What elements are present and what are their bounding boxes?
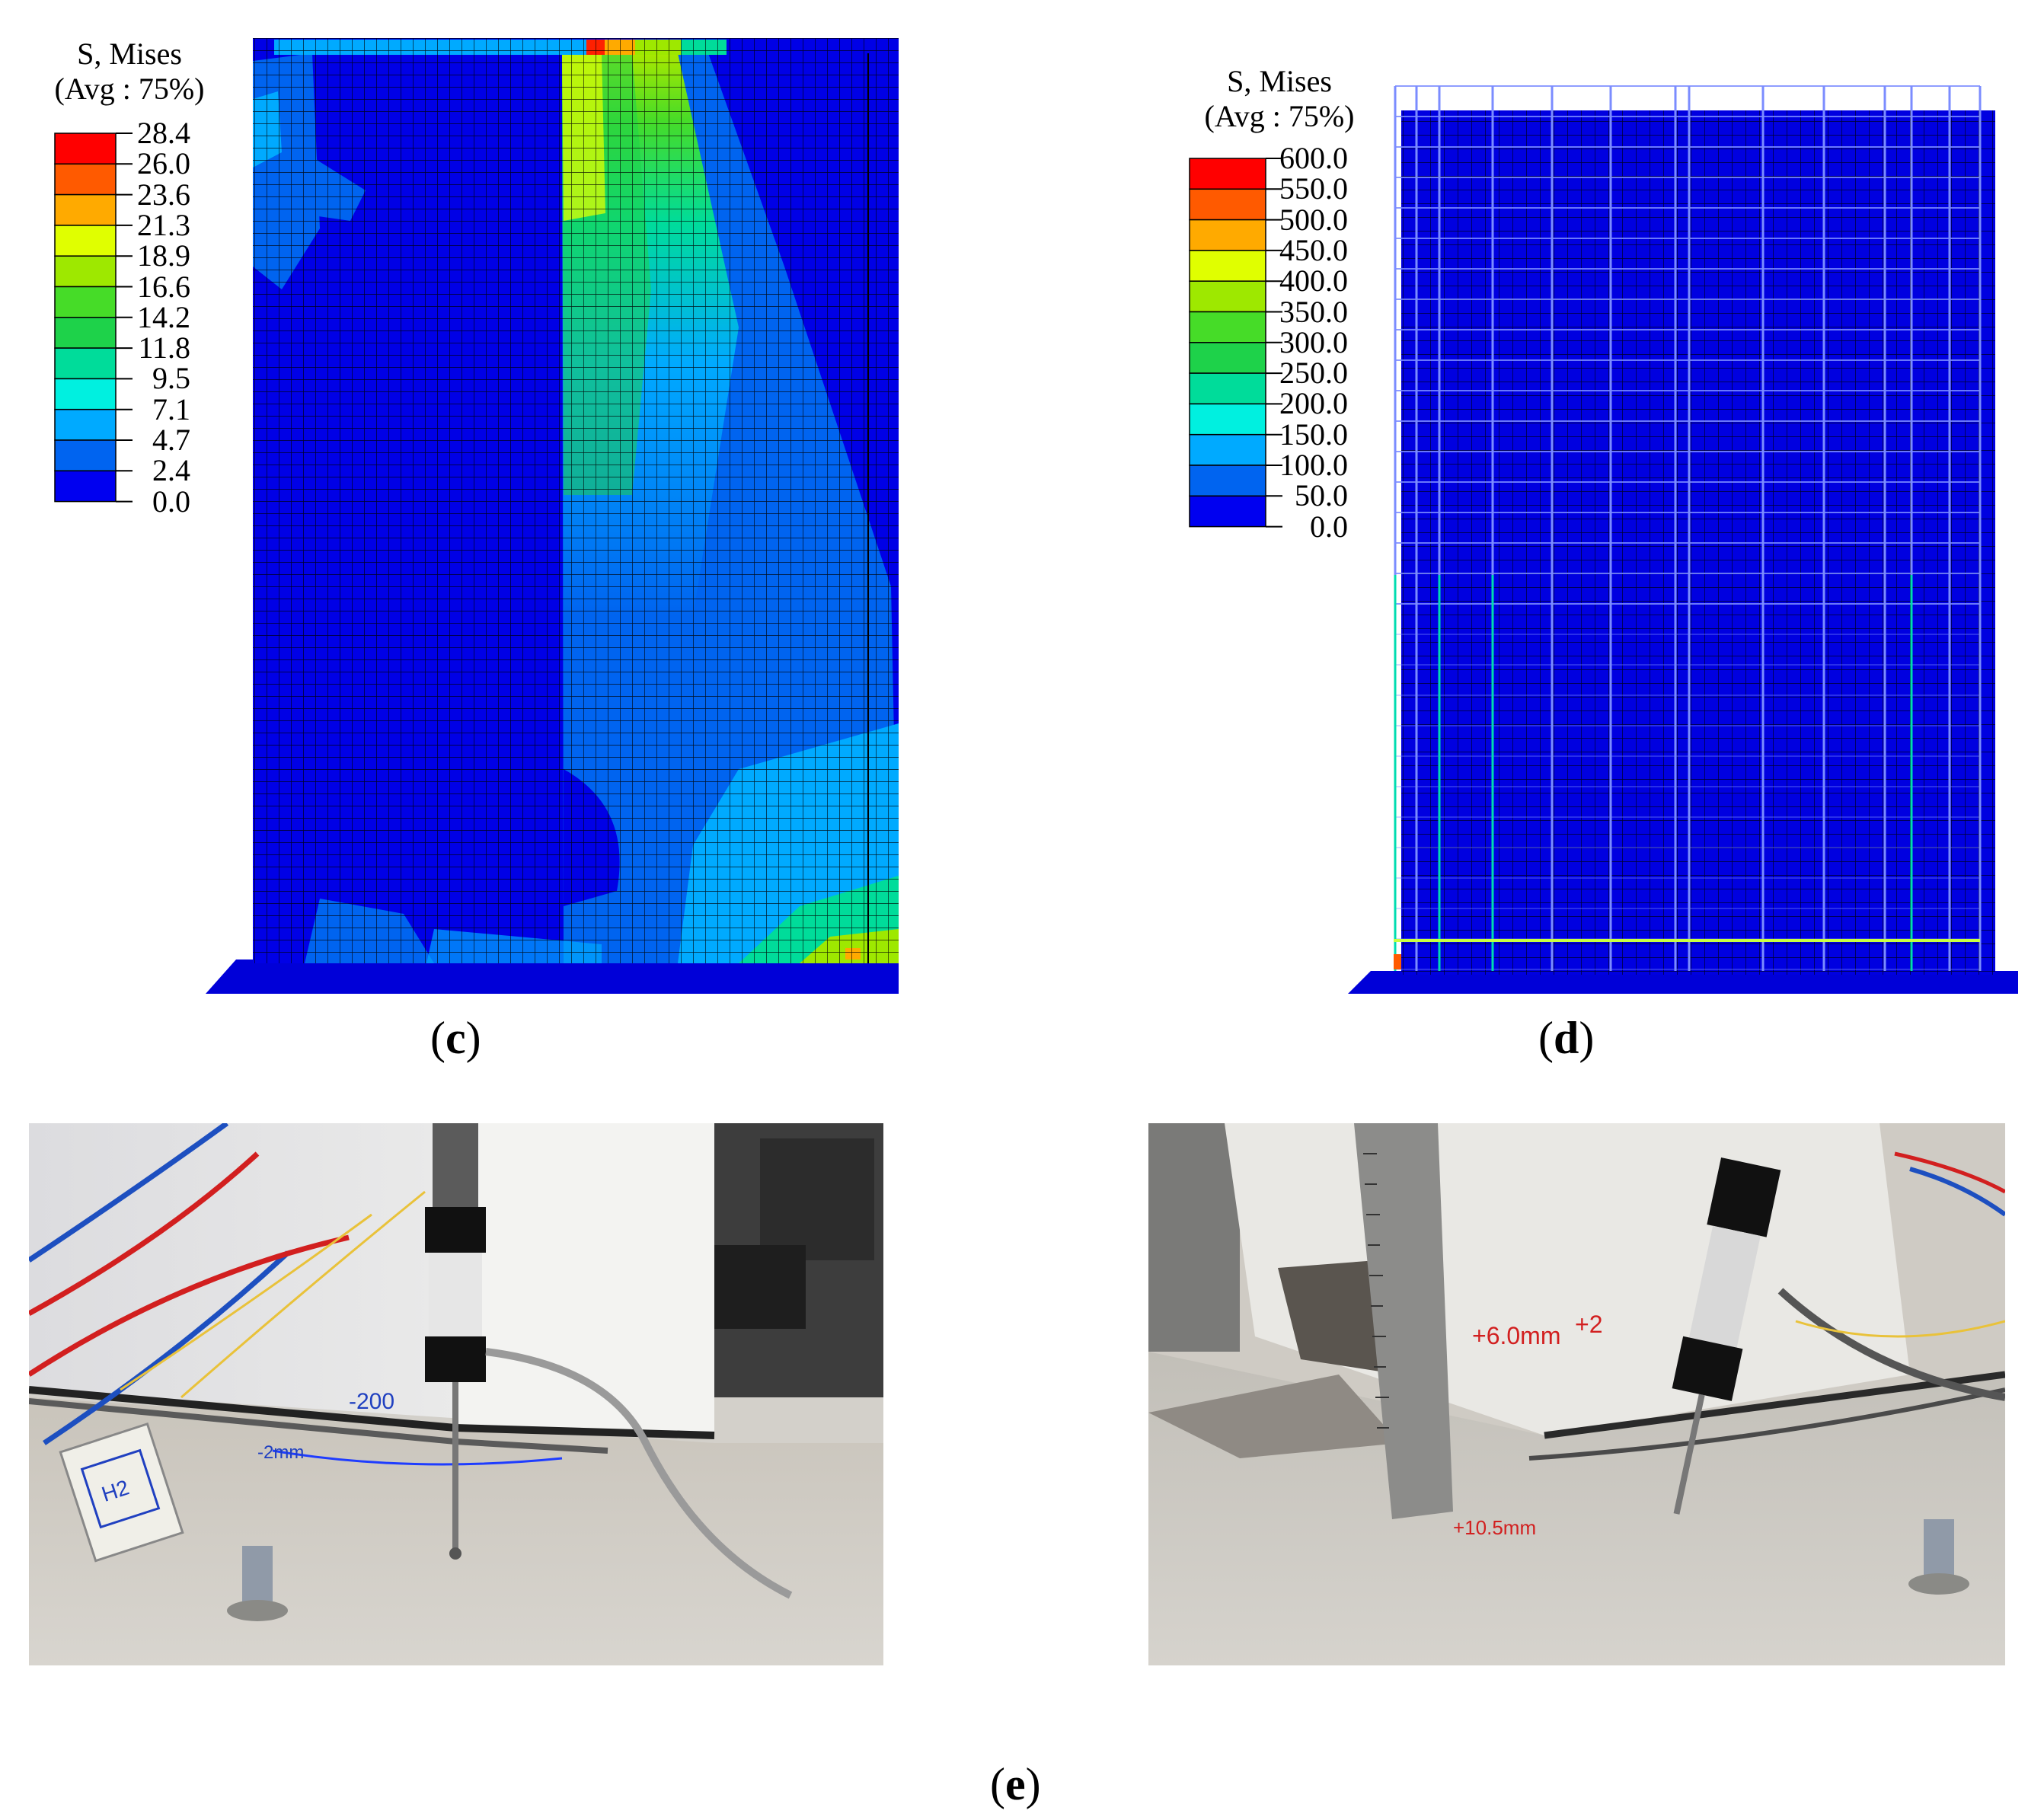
legend-d-title-line1: S, Mises [1227,64,1332,98]
legend-swatch [54,470,117,503]
legend-swatch [54,163,117,196]
base-slab-c [206,959,899,994]
legend-swatch [1189,311,1266,343]
photo-right-mark-2: +2 [1575,1311,1602,1338]
photo-left-mark-1: -200 [349,1389,394,1414]
legend-tick-label: 7.1 [152,391,190,426]
caption-e: (e) [990,1759,1041,1809]
legend-tick-label: 200.0 [1279,386,1348,421]
legend-tick-label: 16.6 [137,269,190,304]
test-photo-left: H2 -200 -2mm [29,1123,883,1665]
caption-c-letter: c [445,1013,466,1063]
legend-tick-label: 500.0 [1279,202,1348,237]
legend-swatch [1189,250,1266,282]
legend-tick-label: 250.0 [1279,356,1348,391]
legend-swatch [1189,280,1266,313]
legend-d-title: S, Mises (Avg : 75%) [1188,64,1371,134]
caption-d: (d) [1538,1013,1595,1063]
legend_c-swatches [54,133,133,503]
legend_d-swatches [1189,158,1282,528]
legend-tick-label: 23.6 [137,177,190,212]
legend-tick-label: 350.0 [1279,294,1348,329]
legend-tick-label: 28.4 [137,116,190,150]
legend-swatch [1189,372,1266,405]
legend-tick-label: 600.0 [1279,141,1348,175]
legend-d-title-line2: (Avg : 75%) [1204,99,1355,133]
legend-tick-label: 9.5 [152,361,190,396]
legend-swatch [1189,158,1266,190]
legend-c-title-line1: S, Mises [77,37,182,71]
legend-tick-label: 450.0 [1279,232,1348,267]
legend-tick-label: 26.0 [137,146,190,181]
legend-swatch [54,286,117,318]
legend-tick-label: 400.0 [1279,263,1348,299]
photo-right-mark-3: +10.5mm [1453,1516,1536,1539]
legend-tick-label: 2.4 [152,453,190,488]
legend-swatch [1189,219,1266,251]
base-slab-d [1348,971,2018,994]
caption-e-letter: e [1004,1759,1026,1809]
legend-tick-label: 50.0 [1295,478,1348,513]
legend-swatch [54,439,117,472]
legend-tick-label: 100.0 [1279,448,1348,482]
legend-swatch [1189,342,1266,374]
legend-tick-label: 18.9 [137,238,190,273]
legend-tick-label: 150.0 [1279,417,1348,452]
legend-swatch [54,347,117,380]
legend-tick-label: 300.0 [1279,324,1348,359]
legend-tick-label: 11.8 [138,330,190,366]
legend-c-title: S, Mises (Avg : 75%) [38,37,221,107]
legend-swatch [54,133,117,165]
photo-right-mark-1: +6.0mm [1472,1322,1560,1349]
legend-swatch [1189,495,1266,528]
legend-swatch [54,225,117,257]
legend-tick-label: 14.2 [137,299,190,334]
legend-tick-label: 0.0 [152,484,190,519]
photo-left-mark-2: -2mm [257,1442,304,1463]
legend-tick-label: 4.7 [152,423,190,457]
contour-plot-c [206,38,899,994]
caption-d-letter: d [1553,1013,1579,1063]
legend-c-title-line2: (Avg : 75%) [54,72,205,106]
test-photo-right: +6.0mm +2 +10.5mm [1148,1123,2005,1665]
caption-c: (c) [430,1013,481,1063]
legend-swatch [1189,433,1266,466]
legend-tick-label: 21.3 [137,207,190,242]
legend-swatch [1189,403,1266,436]
legend-tick-label: 0.0 [1310,509,1348,544]
legend-tick-label: 550.0 [1279,171,1348,206]
legend-swatch [54,408,117,441]
legend-swatch [1189,188,1266,221]
legend-swatch [1189,465,1266,497]
rebar-cage-plot-d [1348,85,2018,994]
